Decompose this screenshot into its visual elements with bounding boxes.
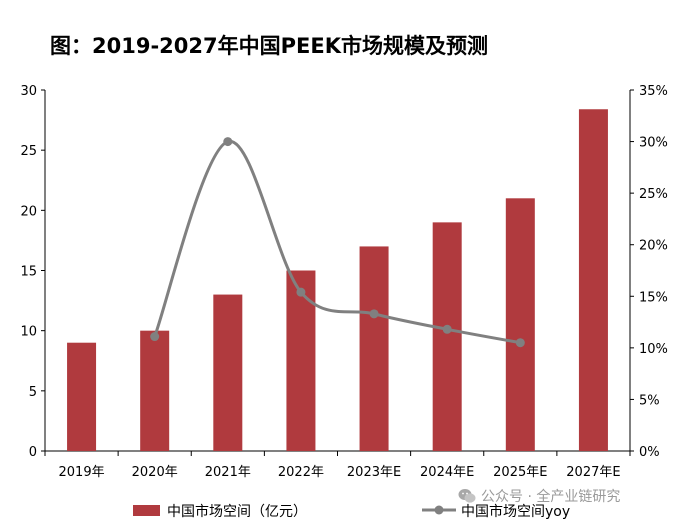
x-tick-label: 2021年 <box>205 465 251 480</box>
bar <box>432 222 462 451</box>
y-right-tick-label: 15% <box>639 290 668 305</box>
bar <box>213 294 243 451</box>
y-right-tick-label: 5% <box>639 393 660 408</box>
x-tick-label: 2024年E <box>420 465 474 480</box>
y-left-tick-label: 20 <box>20 204 37 219</box>
bars <box>67 109 608 452</box>
watermark-text: 公众号 · 全产业链研究 <box>481 489 621 505</box>
y-left-tick-label: 15 <box>20 265 37 280</box>
bar <box>505 198 535 451</box>
y-left-tick-label: 25 <box>20 144 37 159</box>
legend-bar-label: 中国市场空间（亿元） <box>167 503 307 520</box>
x-tick-label: 2020年 <box>132 465 178 480</box>
bar <box>359 246 389 451</box>
yoy-point <box>150 332 160 342</box>
x-tick-label: 2019年 <box>59 465 105 480</box>
y-left-tick-label: 5 <box>29 385 37 400</box>
bar <box>286 270 316 451</box>
yoy-line <box>153 140 521 345</box>
legend-bar-swatch <box>133 505 160 516</box>
y-left-tick-label: 30 <box>20 84 37 99</box>
y-right-tick-label: 20% <box>639 239 668 254</box>
watermark: 公众号 · 全产业链研究 <box>458 486 620 506</box>
chart-title: 图：2019-2027年中国PEEK市场规模及预测 <box>50 34 488 58</box>
y-right-tick-label: 25% <box>639 187 668 202</box>
yoy-point <box>515 338 525 348</box>
legend-line-label: 中国市场空间yoy <box>461 503 570 520</box>
y-right-tick-label: 35% <box>639 84 668 99</box>
yoy-point <box>369 309 379 319</box>
x-tick-label: 2027年E <box>566 465 620 480</box>
legend: 中国市场空间（亿元） 中国市场空间yoy <box>133 503 570 520</box>
legend-line-marker <box>434 505 444 515</box>
bar <box>140 330 170 451</box>
y-right-tick-label: 0% <box>639 445 660 460</box>
wechat-icon <box>458 489 476 503</box>
yoy-point <box>223 137 233 147</box>
line-series <box>150 137 525 348</box>
y-right-tick-label: 30% <box>639 136 668 151</box>
y-left-tick-label: 10 <box>20 325 37 340</box>
x-tick-label: 2022年 <box>278 465 324 480</box>
bar <box>578 109 608 452</box>
yoy-point <box>296 287 306 297</box>
x-tick-label: 2023年E <box>347 465 401 480</box>
y-right-tick-label: 10% <box>639 342 668 357</box>
y-left-tick-label: 0 <box>29 445 37 460</box>
yoy-point <box>442 324 452 334</box>
x-tick-label: 2025年E <box>493 465 547 480</box>
bar <box>67 342 97 451</box>
axes: 0 5 10 15 20 25 30 0% 5% 10% 15% 20% 25% 30% 35% 2019年 2… <box>20 84 667 480</box>
